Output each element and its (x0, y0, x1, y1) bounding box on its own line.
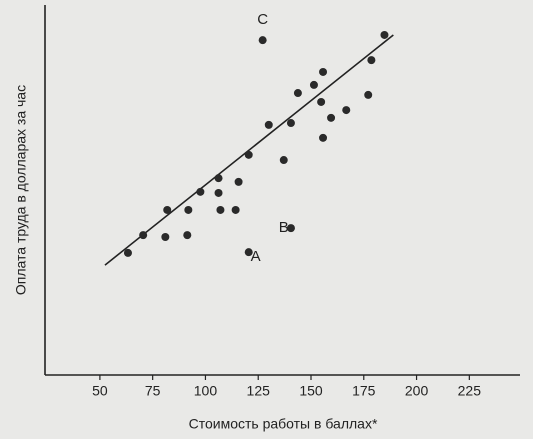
data-point (364, 90, 373, 99)
data-point (327, 113, 336, 122)
data-point (342, 106, 351, 115)
data-point (123, 248, 132, 257)
data-point (214, 174, 223, 183)
x-tick-label: 225 (458, 383, 482, 399)
x-tick-label: 100 (194, 383, 218, 399)
x-tick-label: 150 (299, 383, 323, 399)
data-point (319, 133, 328, 142)
data-point (214, 188, 223, 197)
data-point (244, 248, 253, 257)
point-annotation: A (251, 248, 261, 265)
data-point (139, 231, 148, 240)
y-axis-label: Оплата труда в долларах за час (13, 85, 29, 295)
data-point (183, 231, 192, 240)
data-point (216, 205, 225, 214)
data-point (380, 30, 389, 39)
point-annotation: B (279, 219, 289, 236)
x-tick-label: 200 (405, 383, 429, 399)
x-axis-label: Стоимость работы в баллах* (189, 416, 378, 432)
data-point (367, 56, 376, 65)
data-point (258, 36, 267, 45)
trend-line (104, 34, 394, 266)
data-point (163, 205, 172, 214)
data-point (319, 67, 328, 76)
point-annotation: C (257, 11, 268, 28)
x-tick-label: 50 (92, 383, 108, 399)
data-point (293, 89, 302, 98)
data-point (196, 187, 205, 196)
data-point (309, 80, 318, 89)
data-point (231, 205, 240, 214)
x-tick-label: 175 (352, 383, 376, 399)
data-point (317, 97, 326, 106)
data-point (244, 150, 253, 159)
data-point (234, 177, 243, 186)
data-point (264, 120, 273, 129)
data-point (286, 119, 295, 128)
data-point (184, 205, 193, 214)
data-point (279, 156, 288, 165)
x-tick-label: 75 (145, 383, 161, 399)
data-point (161, 232, 170, 241)
data-point (286, 224, 295, 233)
x-tick-label: 125 (247, 383, 271, 399)
